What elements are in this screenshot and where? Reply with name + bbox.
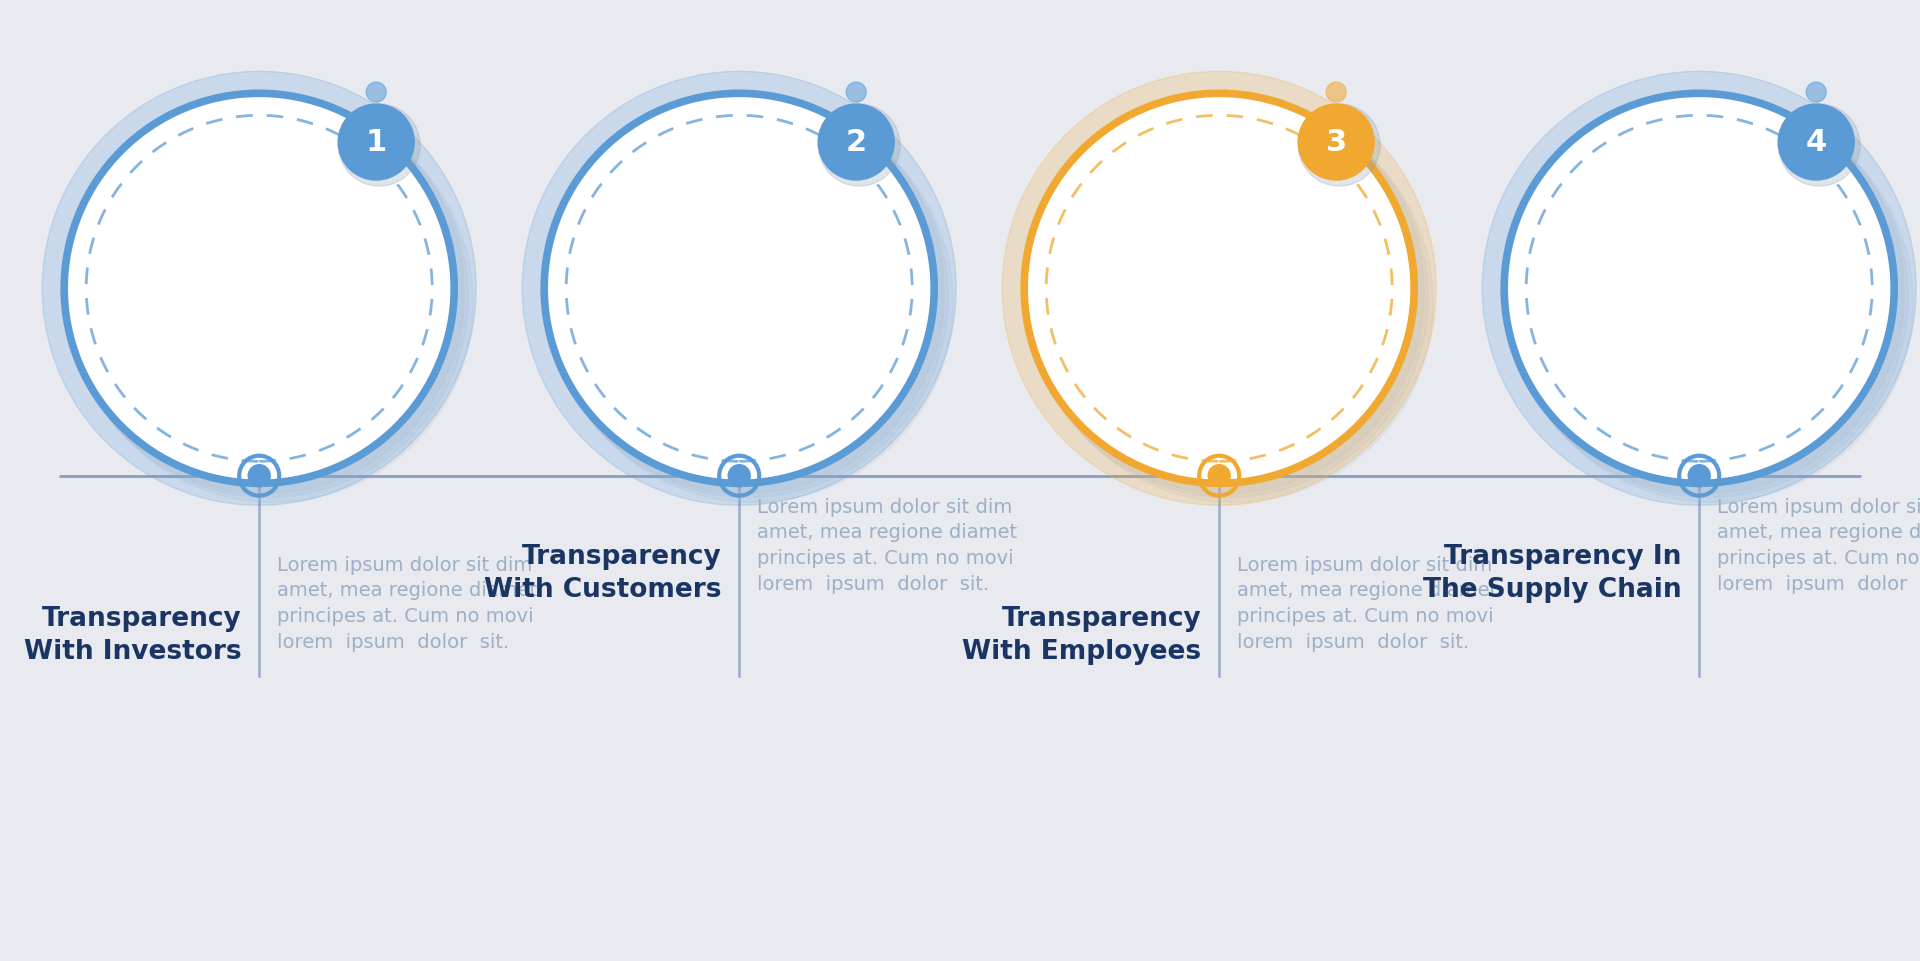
Text: 1: 1 xyxy=(365,128,386,157)
Circle shape xyxy=(73,102,472,503)
Circle shape xyxy=(367,82,386,102)
Circle shape xyxy=(1023,93,1425,493)
Circle shape xyxy=(1298,104,1375,180)
Circle shape xyxy=(553,102,952,503)
Circle shape xyxy=(847,82,866,102)
Text: 4: 4 xyxy=(1805,128,1826,157)
Circle shape xyxy=(1807,82,1826,102)
Circle shape xyxy=(1503,93,1895,483)
Circle shape xyxy=(543,93,935,483)
Circle shape xyxy=(42,71,476,505)
Circle shape xyxy=(248,465,271,486)
Text: 3: 3 xyxy=(1325,128,1346,157)
Circle shape xyxy=(1023,93,1415,483)
Circle shape xyxy=(818,104,900,186)
Text: Transparency
With Customers: Transparency With Customers xyxy=(484,544,722,603)
Circle shape xyxy=(1513,102,1912,503)
Circle shape xyxy=(63,93,455,483)
Circle shape xyxy=(1509,97,1908,497)
Circle shape xyxy=(543,93,945,493)
Text: Lorem ipsum dolor sit dim
amet, mea regione diamet
principes at. Cum no movi
lor: Lorem ipsum dolor sit dim amet, mea regi… xyxy=(1716,498,1920,594)
Circle shape xyxy=(818,104,895,180)
Circle shape xyxy=(63,93,465,493)
Circle shape xyxy=(1208,465,1231,486)
Circle shape xyxy=(1033,102,1432,503)
Circle shape xyxy=(522,71,956,505)
Circle shape xyxy=(1503,93,1905,493)
Circle shape xyxy=(69,97,468,497)
Text: 2: 2 xyxy=(845,128,866,157)
Text: Transparency In
The Supply Chain: Transparency In The Supply Chain xyxy=(1423,544,1682,603)
Text: Lorem ipsum dolor sit dim
amet, mea regione diamet
principes at. Cum no movi
lor: Lorem ipsum dolor sit dim amet, mea regi… xyxy=(756,498,1018,594)
Circle shape xyxy=(1002,71,1436,505)
Circle shape xyxy=(1298,104,1380,186)
Circle shape xyxy=(549,97,948,497)
Text: Lorem ipsum dolor sit dim
amet, mea regione diamet
principes at. Cum no movi
lor: Lorem ipsum dolor sit dim amet, mea regi… xyxy=(276,555,538,652)
Circle shape xyxy=(338,104,415,180)
Circle shape xyxy=(1778,104,1860,186)
Circle shape xyxy=(728,465,751,486)
Circle shape xyxy=(1327,82,1346,102)
Text: Transparency
With Investors: Transparency With Investors xyxy=(23,605,242,665)
Circle shape xyxy=(1482,71,1916,505)
Circle shape xyxy=(1688,465,1711,486)
Circle shape xyxy=(338,104,420,186)
Circle shape xyxy=(1029,97,1428,497)
Text: Transparency
With Employees: Transparency With Employees xyxy=(962,605,1202,665)
Circle shape xyxy=(1778,104,1855,180)
Text: Lorem ipsum dolor sit dim
amet, mea regione diamet
principes at. Cum no movi
lor: Lorem ipsum dolor sit dim amet, mea regi… xyxy=(1236,555,1498,652)
